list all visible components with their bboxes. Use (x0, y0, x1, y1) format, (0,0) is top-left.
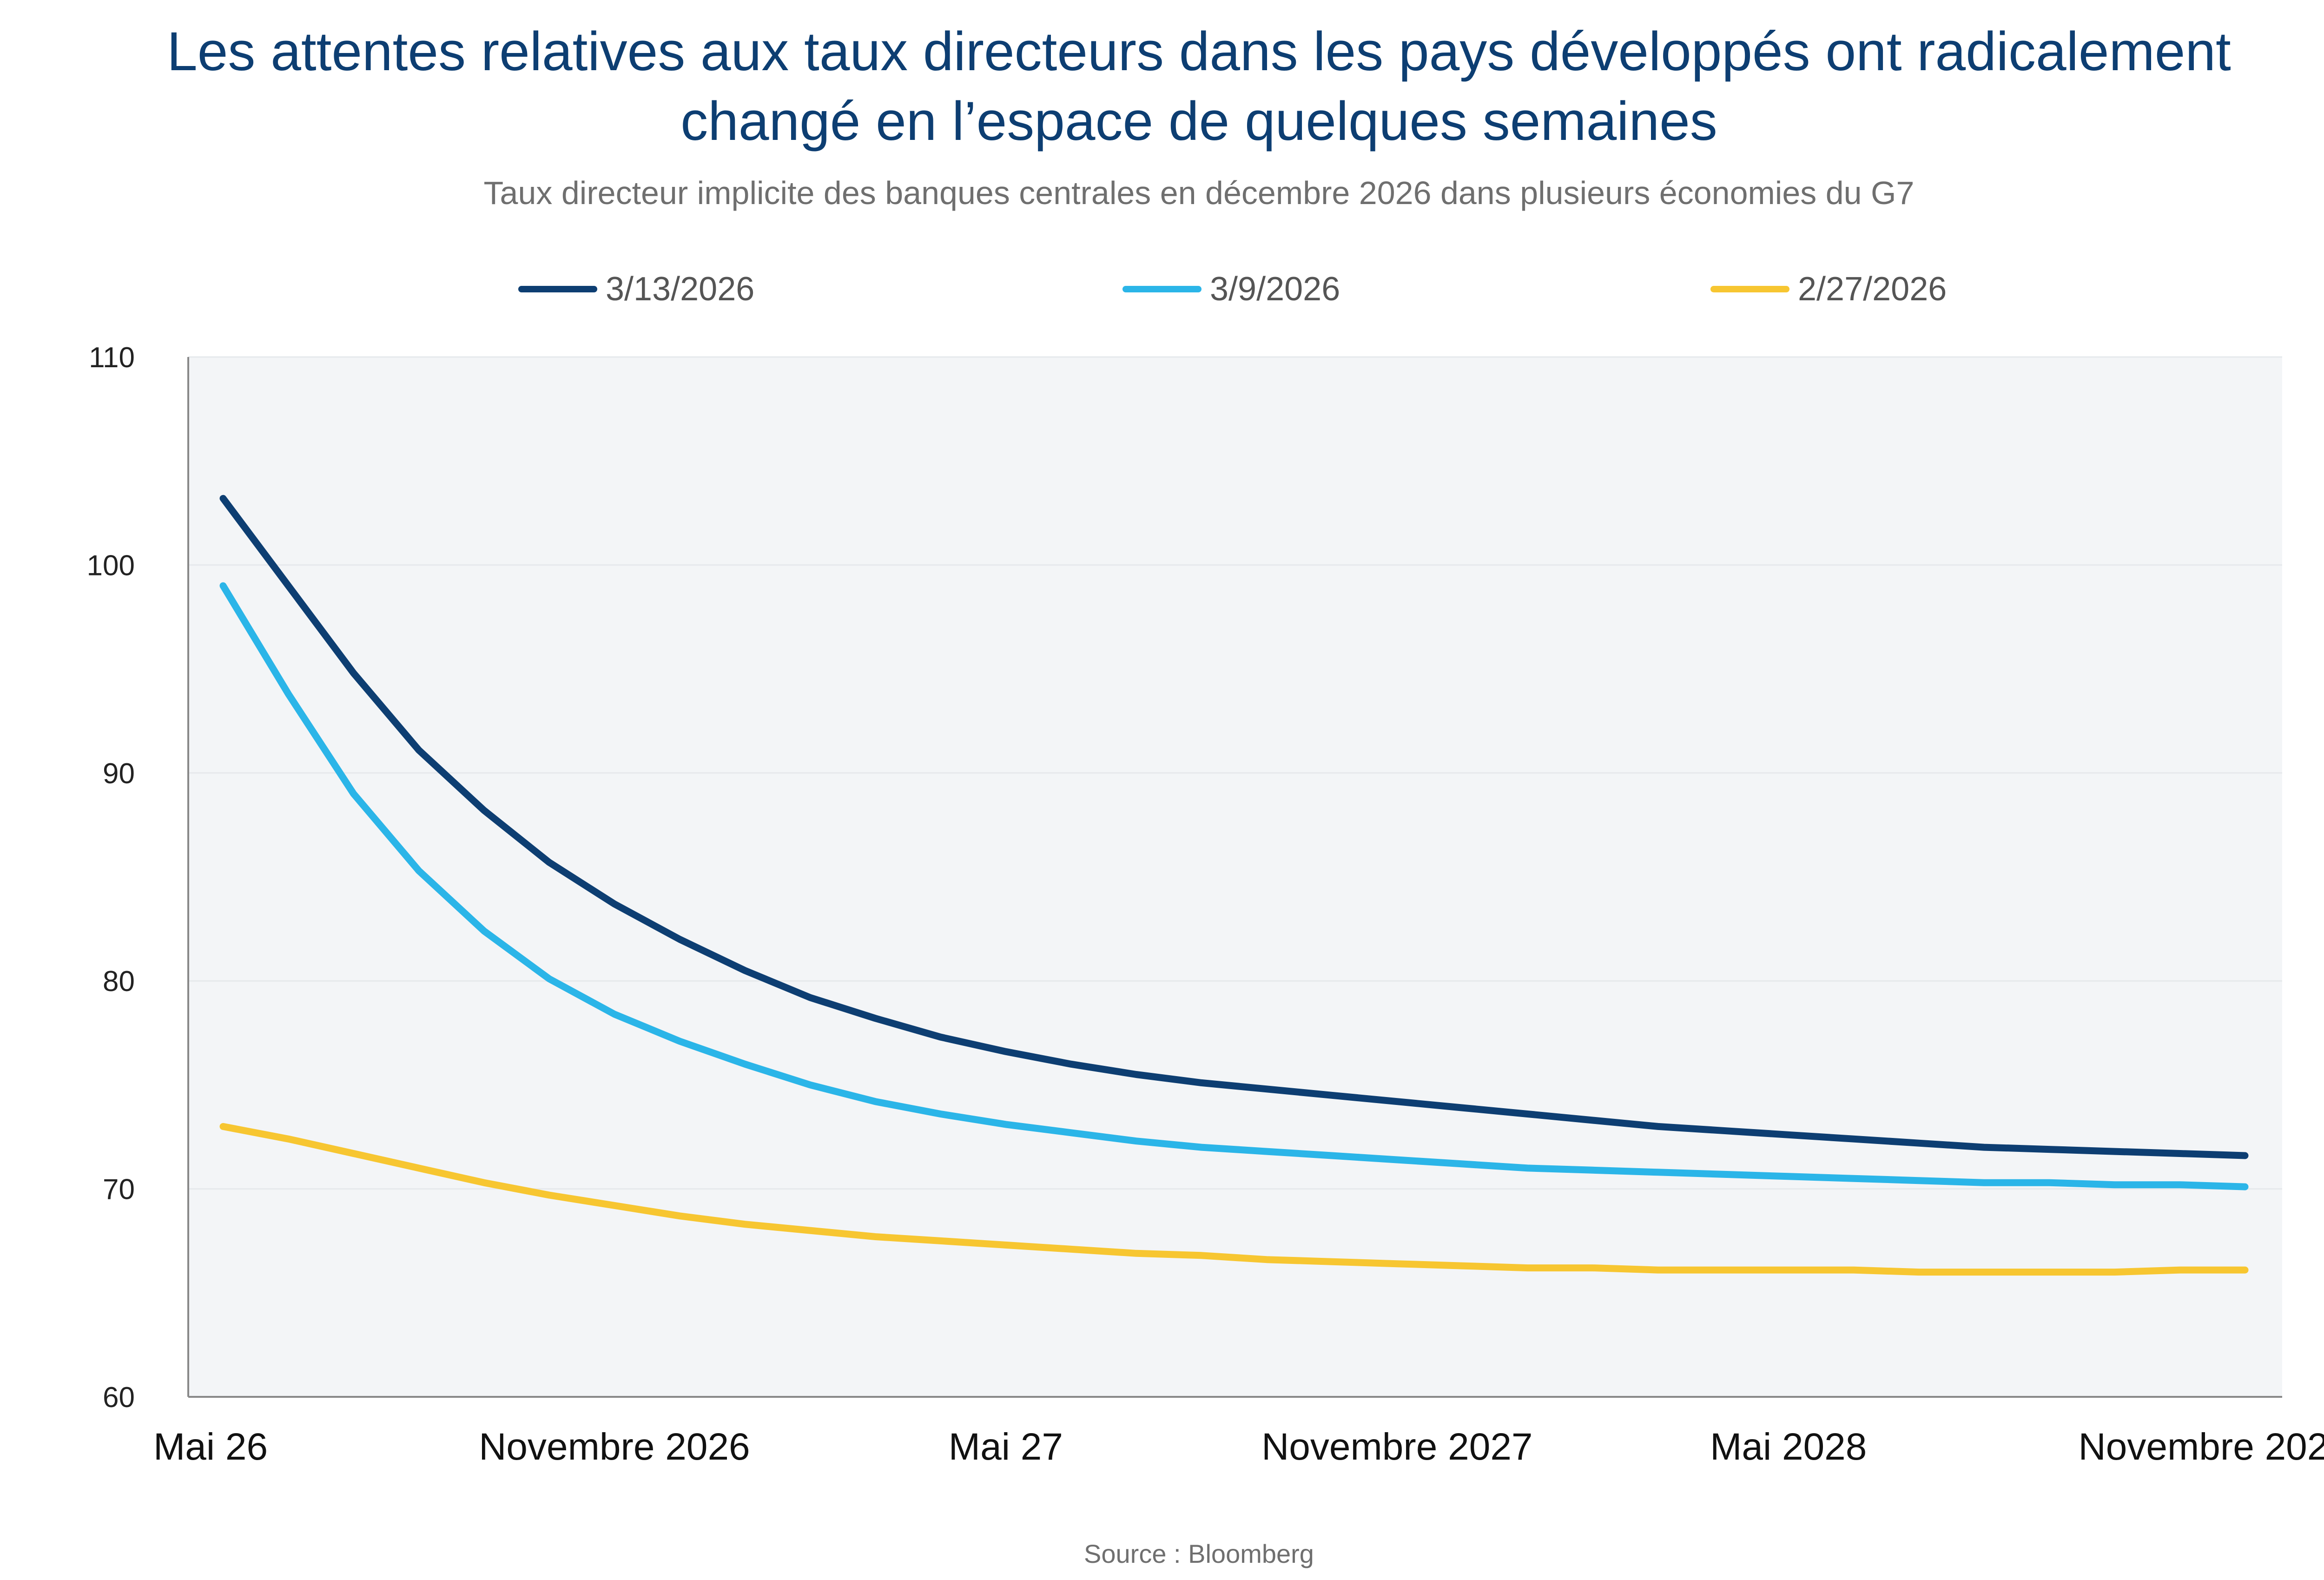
legend-swatch (518, 286, 597, 292)
series-line-2-27-2026 (219, 1123, 2249, 1276)
chart-title-line-1: Les attentes relatives aux taux directeu… (167, 21, 2231, 82)
legend-label: 3/9/2026 (1210, 271, 1340, 308)
source-note: Source : Bloomberg (1084, 1539, 1314, 1568)
chart-legend: 3/13/2026 3/9/2026 2/27/2026 (0, 266, 2324, 312)
chart-subtitle: Taux directeur implicite des banques cen… (483, 175, 1915, 211)
line-chart: 60 70 80 90 100 110 Mai 26 Novembre 2026 Mai 27 N… (87, 342, 2324, 1468)
series-line-3-13-2026 (219, 495, 2249, 1159)
y-tick-label: 100 (87, 549, 135, 582)
legend-item-3-9-2026: 3/9/2026 (1122, 266, 1340, 312)
x-tick-label: Mai 2028 (1710, 1426, 1867, 1468)
y-tick-label: 60 (103, 1382, 135, 1414)
y-tick-label: 110 (89, 342, 135, 374)
legend-label: 2/27/2026 (1798, 271, 1947, 308)
y-tick-label: 90 (103, 758, 135, 790)
plot-area (188, 357, 2282, 1397)
series-line-3-9-2026 (219, 582, 2249, 1190)
x-tick-label: Novembre 2028 (2079, 1426, 2324, 1468)
legend-item-2-27-2026: 2/27/2026 (1710, 266, 1947, 312)
legend-swatch (1710, 286, 1789, 292)
legend-label: 3/13/2026 (606, 271, 755, 308)
chart-title-line-2: changé en l’espace de quelques semaines (680, 91, 1717, 152)
x-tick-label: Novembre 2027 (1261, 1426, 1532, 1468)
legend-swatch (1122, 286, 1202, 292)
y-tick-label: 80 (103, 965, 135, 998)
y-tick-label: 70 (103, 1174, 135, 1206)
x-tick-label: Mai 26 (153, 1426, 268, 1468)
chart-title: Les attentes relatives aux taux directeu… (0, 17, 2324, 156)
x-tick-label: Mai 27 (949, 1426, 1063, 1468)
legend-item-3-13-2026: 3/13/2026 (518, 266, 754, 312)
x-tick-label: Novembre 2026 (479, 1426, 750, 1468)
